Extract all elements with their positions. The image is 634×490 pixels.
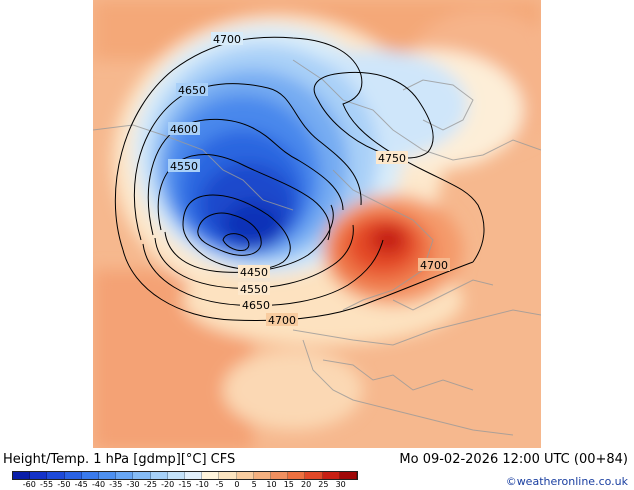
contour-labels: 4700 4650 4600 4550 4450 4550 4650 4700 … (168, 32, 450, 327)
map-panel: 4700 4650 4600 4550 4450 4550 4650 4700 … (93, 0, 541, 448)
legend-swatch (167, 472, 186, 479)
legend-tick-label: -60 (22, 480, 36, 489)
legend-tick-label: -20 (161, 480, 175, 489)
legend-swatch (236, 472, 254, 479)
legend-swatch (185, 472, 203, 479)
legend-tick-label: 15 (283, 480, 294, 489)
map-title: Height/Temp. 1 hPa [gdmp][°C] CFS (3, 452, 236, 467)
contour-4650 (133, 83, 362, 241)
credit-link[interactable]: ©weatheronline.co.uk (505, 475, 628, 488)
contour-inner-1 (182, 194, 291, 270)
legend-tick-label: -5 (215, 480, 224, 489)
legend-tick-label: -50 (57, 480, 71, 489)
legend-tick-label: -25 (143, 480, 157, 489)
legend-tick-label: 20 (301, 480, 312, 489)
legend-ticks: -60 -55 -50 -45 -40 -35 -30 -25 -20 -15 -10 -5 0 5 10 1… (12, 480, 358, 490)
legend-swatch (271, 472, 289, 479)
contour-label-4700-east: 4700 (420, 259, 448, 272)
legend-tick-label: -55 (40, 480, 54, 489)
contour-label-4550-bottom: 4550 (240, 283, 268, 296)
height-contours (114, 36, 485, 321)
legend-tick-label: -40 (91, 480, 106, 489)
legend-swatch (99, 472, 117, 479)
contour-label-4700-bottom: 4700 (268, 314, 296, 327)
legend-swatch (202, 472, 220, 479)
legend-tick-label: -30 (126, 480, 140, 489)
temperature-map: 4700 4650 4600 4550 4450 4550 4650 4700 … (93, 0, 541, 448)
contour-4700-north (114, 36, 485, 263)
contour-4750 (313, 71, 434, 159)
legend-tick-label: 30 (335, 480, 346, 489)
legend-tick-label: 10 (266, 480, 277, 489)
contour-label-4700-top: 4700 (213, 33, 241, 46)
contour-4600 (147, 118, 344, 236)
legend-tick-label: 5 (251, 480, 257, 489)
legend-swatch (288, 472, 306, 479)
legend-swatch (339, 472, 358, 479)
contour-label-4750: 4750 (378, 152, 406, 165)
coastlines (93, 59, 541, 436)
legend-tick-label: 0 (234, 480, 240, 489)
legend-swatch (64, 472, 82, 479)
legend-tick-label: -10 (195, 480, 209, 489)
legend-tick-label: -15 (178, 480, 192, 489)
contour-4550-lower (154, 224, 354, 289)
legend-swatch (47, 472, 65, 479)
contour-inner-2 (197, 212, 262, 256)
contour-4650-lower (142, 239, 384, 307)
legend-swatch (150, 472, 168, 479)
color-legend (12, 471, 358, 480)
legend-swatch (253, 472, 272, 479)
legend-swatch (322, 472, 340, 479)
legend-swatch (13, 472, 31, 479)
contour-inner-3 (222, 233, 250, 251)
contour-label-4650-bottom: 4650 (242, 299, 270, 312)
contour-label-4600: 4600 (170, 123, 198, 136)
contour-label-4550-top: 4550 (170, 160, 198, 173)
legend-swatch (30, 472, 48, 479)
legend-swatch (133, 472, 151, 479)
legend-swatch (81, 472, 100, 479)
contour-label-4650: 4650 (178, 84, 206, 97)
legend-swatch (305, 472, 323, 479)
legend-tick-label: 25 (318, 480, 329, 489)
legend-swatch (219, 472, 237, 479)
valid-time: Mo 09-02-2026 12:00 UTC (00+84) (399, 452, 628, 467)
legend-tick-label: -35 (109, 480, 123, 489)
legend-tick-label: -45 (74, 480, 88, 489)
contour-label-4450: 4450 (240, 266, 268, 279)
contour-4550-upper (157, 154, 331, 241)
legend-swatch (116, 472, 134, 479)
